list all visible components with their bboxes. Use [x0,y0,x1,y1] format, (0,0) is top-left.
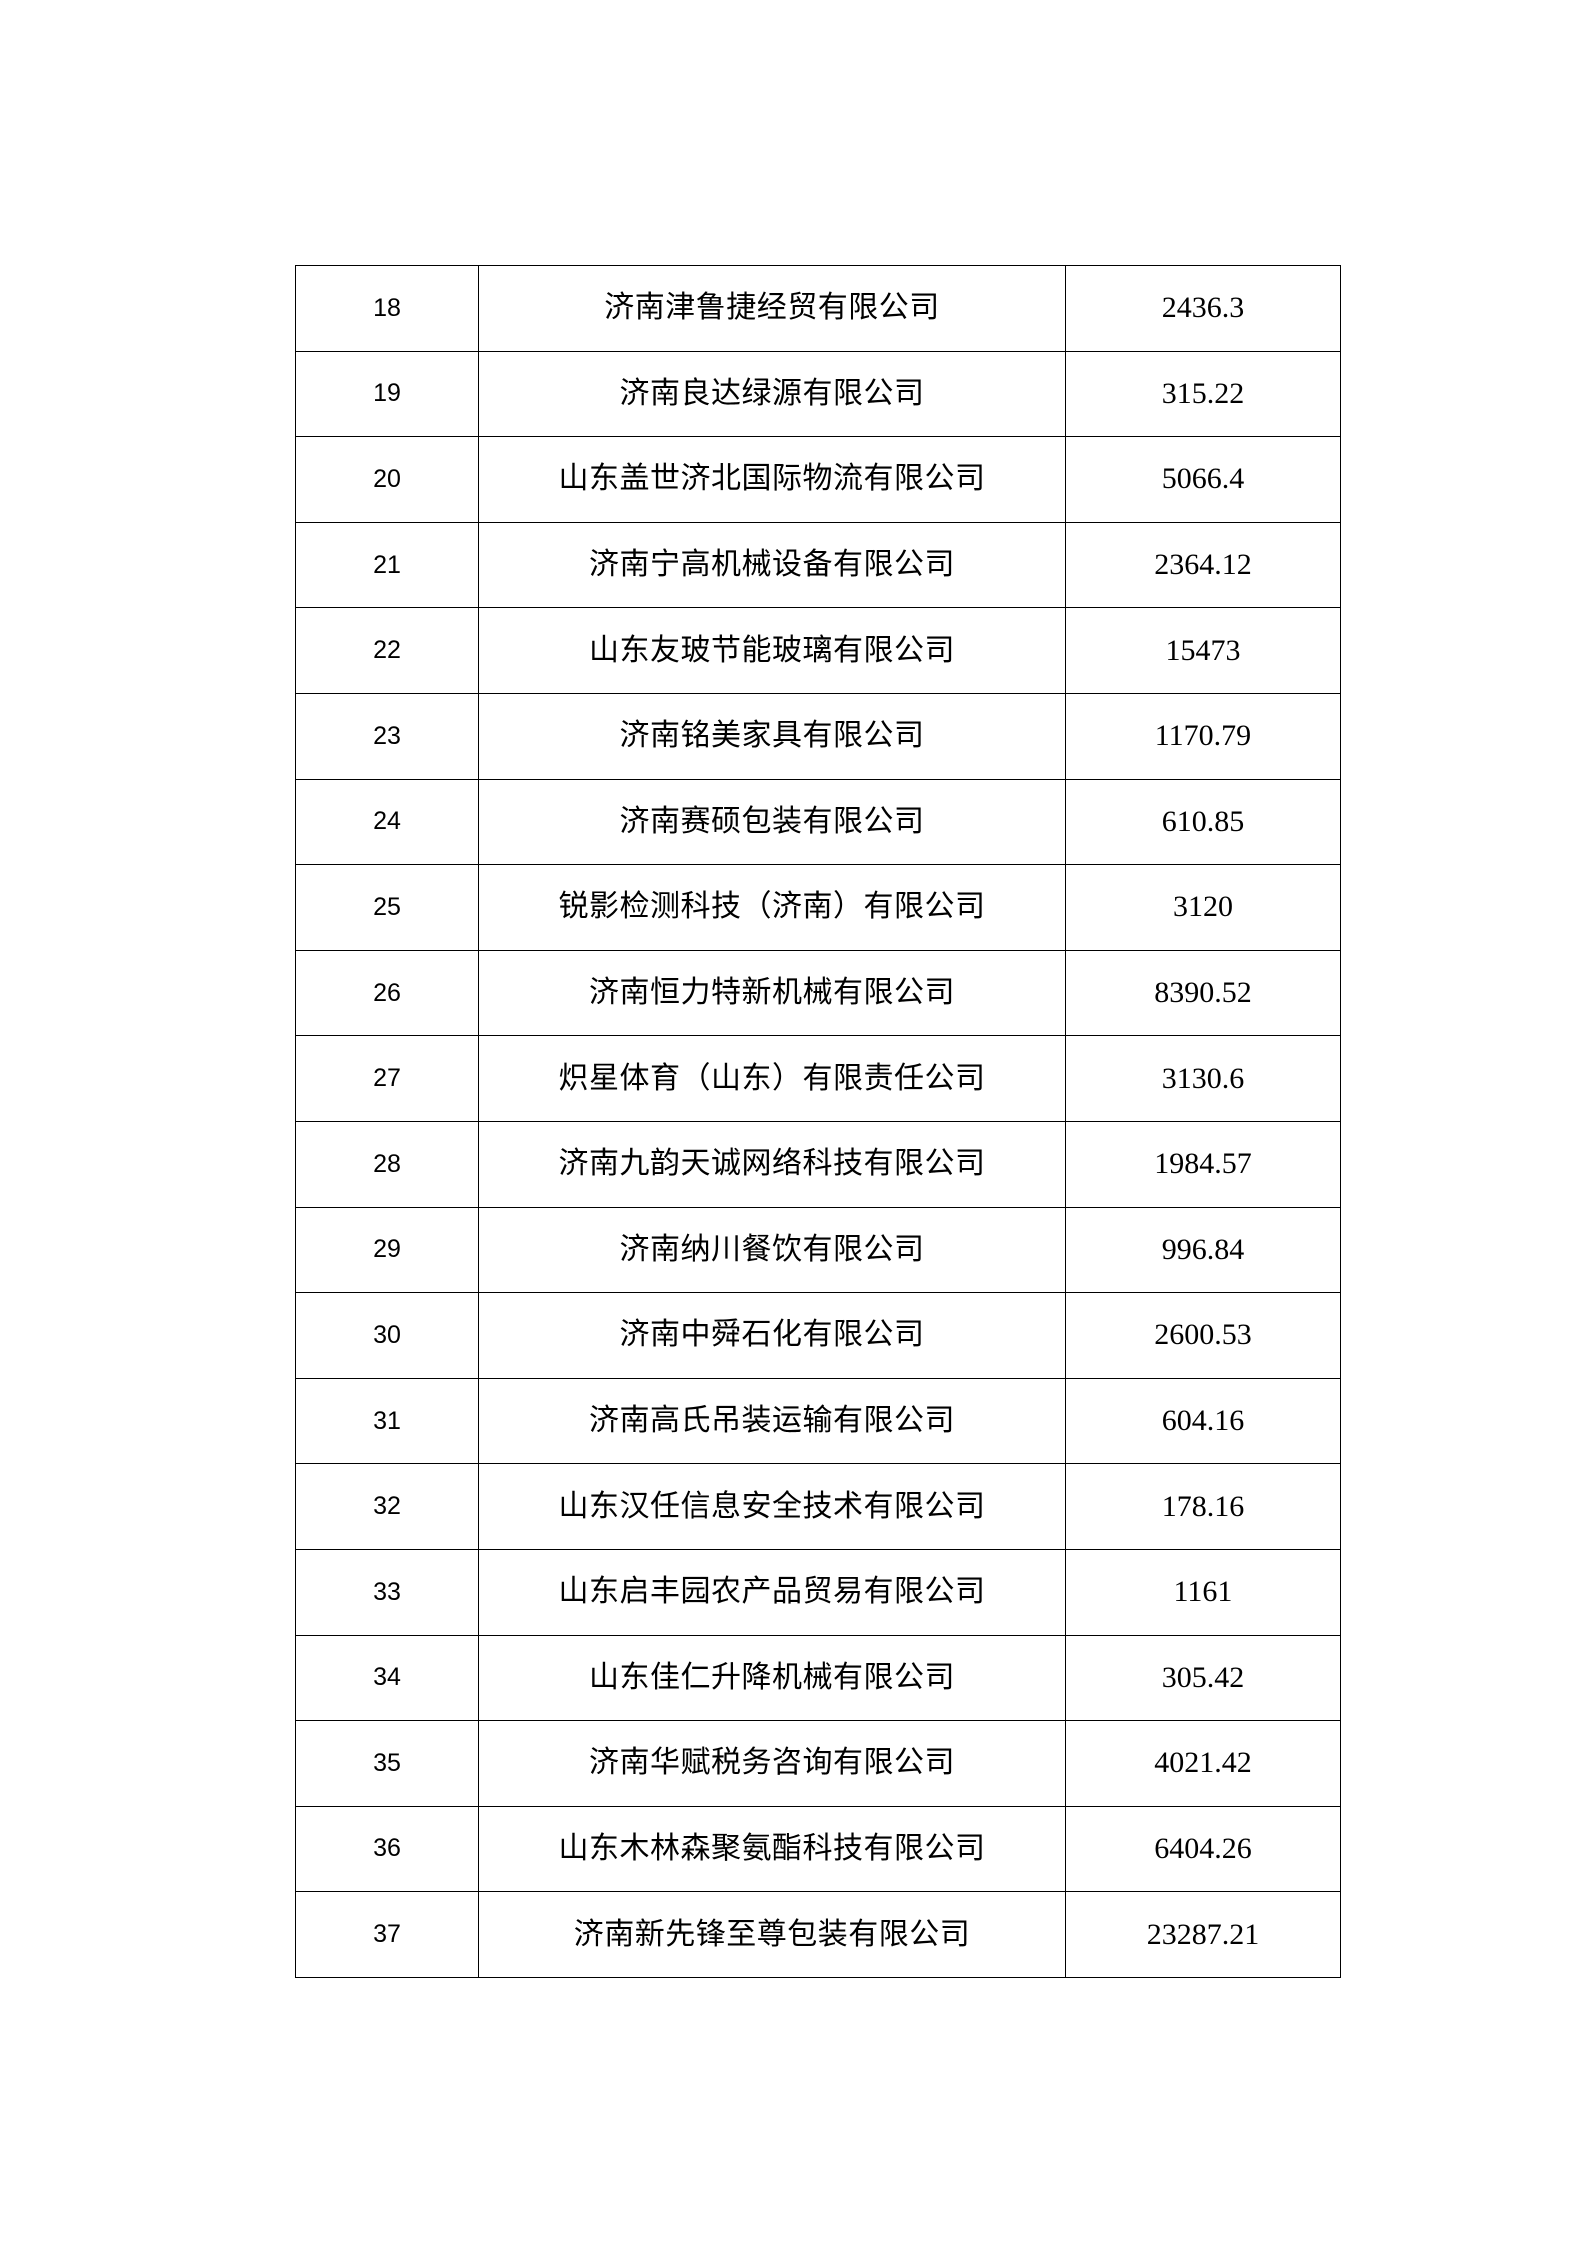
table-row: 35 济南华赋税务咨询有限公司 4021.42 [295,1720,1341,1807]
table-row: 30 济南中舜石化有限公司 2600.53 [295,1292,1341,1379]
table-row: 23 济南铭美家具有限公司 1170.79 [295,692,1341,780]
cell-index: 27 [295,1035,479,1122]
table-row: 37 济南新先锋至尊包装有限公司 23287.21 [295,1891,1341,1978]
company-amount-table: 18 济南津鲁捷经贸有限公司 2436.3 19 济南良达绿源有限公司 315.22 20 山… [295,265,1341,1978]
cell-company-name: 山东启丰园农产品贸易有限公司 [478,1548,1066,1636]
cell-company-name: 济南中舜石化有限公司 [478,1292,1066,1379]
company-amount-table-container: 18 济南津鲁捷经贸有限公司 2436.3 19 济南良达绿源有限公司 315.22 20 山… [295,265,1341,1978]
cell-amount: 1984.57 [1065,1120,1341,1208]
cell-amount: 996.84 [1065,1206,1341,1294]
cell-index: 25 [295,864,479,951]
cell-company-name: 济南华赋税务咨询有限公司 [478,1720,1066,1807]
cell-amount: 604.16 [1065,1377,1341,1465]
table-row: 18 济南津鲁捷经贸有限公司 2436.3 [295,265,1341,352]
table-row: 19 济南良达绿源有限公司 315.22 [295,350,1341,438]
cell-amount: 2600.53 [1065,1292,1341,1379]
cell-company-name: 锐影检测科技（济南）有限公司 [478,864,1066,951]
cell-company-name: 济南赛硕包装有限公司 [478,778,1066,866]
cell-index: 23 [295,692,479,780]
cell-index: 37 [295,1891,479,1978]
cell-index: 21 [295,521,479,609]
table-row: 32 山东汉任信息安全技术有限公司 178.16 [295,1463,1341,1550]
cell-index: 28 [295,1120,479,1208]
table-row: 20 山东盖世济北国际物流有限公司 5066.4 [295,436,1341,523]
table-row: 27 炽星体育（山东）有限责任公司 3130.6 [295,1035,1341,1122]
table-row: 26 济南恒力特新机械有限公司 8390.52 [295,949,1341,1037]
cell-amount: 4021.42 [1065,1720,1341,1807]
cell-company-name: 山东友玻节能玻璃有限公司 [478,607,1066,694]
cell-amount: 1170.79 [1065,692,1341,780]
cell-company-name: 济南恒力特新机械有限公司 [478,949,1066,1037]
cell-index: 22 [295,607,479,694]
cell-amount: 178.16 [1065,1463,1341,1550]
cell-index: 35 [295,1720,479,1807]
cell-amount: 2364.12 [1065,521,1341,609]
cell-company-name: 山东汉任信息安全技术有限公司 [478,1463,1066,1550]
cell-index: 20 [295,436,479,523]
cell-index: 29 [295,1206,479,1294]
cell-index: 36 [295,1805,479,1893]
cell-company-name: 济南新先锋至尊包装有限公司 [478,1891,1066,1978]
cell-company-name: 济南九韵天诚网络科技有限公司 [478,1120,1066,1208]
cell-company-name: 济南纳川餐饮有限公司 [478,1206,1066,1294]
table-body: 18 济南津鲁捷经贸有限公司 2436.3 19 济南良达绿源有限公司 315.22 20 山… [295,265,1341,1978]
table-row: 36 山东木林森聚氨酯科技有限公司 6404.26 [295,1805,1341,1893]
cell-amount: 305.42 [1065,1634,1341,1722]
cell-amount: 15473 [1065,607,1341,694]
cell-index: 33 [295,1548,479,1636]
cell-company-name: 济南津鲁捷经贸有限公司 [478,265,1066,352]
table-row: 21 济南宁高机械设备有限公司 2364.12 [295,521,1341,609]
table-row: 31 济南高氏吊装运输有限公司 604.16 [295,1377,1341,1465]
cell-amount: 1161 [1065,1548,1341,1636]
cell-company-name: 济南宁高机械设备有限公司 [478,521,1066,609]
cell-index: 30 [295,1292,479,1379]
cell-index: 34 [295,1634,479,1722]
cell-company-name: 济南铭美家具有限公司 [478,692,1066,780]
cell-index: 31 [295,1377,479,1465]
table-row: 33 山东启丰园农产品贸易有限公司 1161 [295,1548,1341,1636]
cell-amount: 23287.21 [1065,1891,1341,1978]
cell-company-name: 山东木林森聚氨酯科技有限公司 [478,1805,1066,1893]
cell-index: 18 [295,265,479,352]
table-row: 22 山东友玻节能玻璃有限公司 15473 [295,607,1341,694]
cell-amount: 6404.26 [1065,1805,1341,1893]
cell-company-name: 山东盖世济北国际物流有限公司 [478,436,1066,523]
cell-index: 26 [295,949,479,1037]
cell-company-name: 炽星体育（山东）有限责任公司 [478,1035,1066,1122]
cell-company-name: 济南高氏吊装运输有限公司 [478,1377,1066,1465]
cell-amount: 3130.6 [1065,1035,1341,1122]
cell-index: 32 [295,1463,479,1550]
cell-amount: 3120 [1065,864,1341,951]
table-row: 34 山东佳仁升降机械有限公司 305.42 [295,1634,1341,1722]
table-row: 29 济南纳川餐饮有限公司 996.84 [295,1206,1341,1294]
cell-amount: 5066.4 [1065,436,1341,523]
cell-amount: 315.22 [1065,350,1341,438]
cell-amount: 610.85 [1065,778,1341,866]
table-row: 24 济南赛硕包装有限公司 610.85 [295,778,1341,866]
cell-amount: 8390.52 [1065,949,1341,1037]
cell-amount: 2436.3 [1065,265,1341,352]
table-row: 28 济南九韵天诚网络科技有限公司 1984.57 [295,1120,1341,1208]
table-row: 25 锐影检测科技（济南）有限公司 3120 [295,864,1341,951]
cell-company-name: 济南良达绿源有限公司 [478,350,1066,438]
cell-company-name: 山东佳仁升降机械有限公司 [478,1634,1066,1722]
cell-index: 24 [295,778,479,866]
cell-index: 19 [295,350,479,438]
